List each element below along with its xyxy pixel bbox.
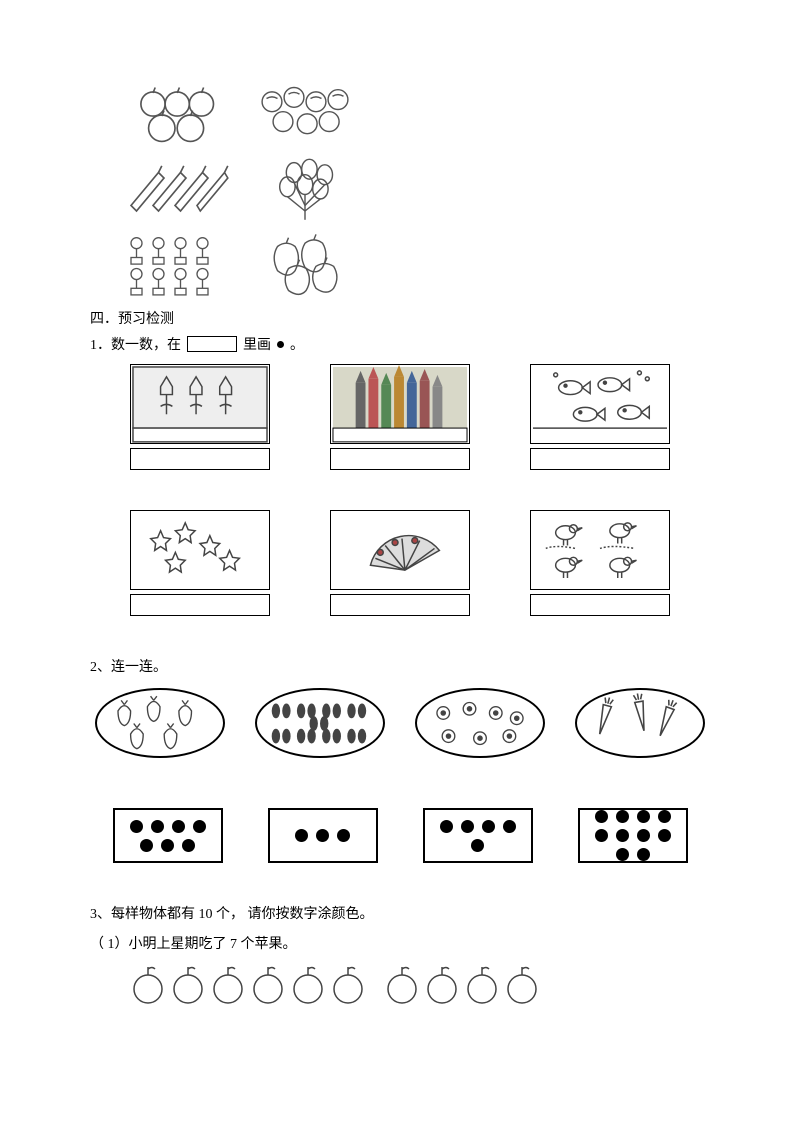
grid-cabbages — [250, 80, 360, 150]
grid-carrots — [120, 154, 230, 224]
tiny-text — [310, 339, 312, 349]
dot-icon — [193, 820, 206, 833]
apple-icon[interactable] — [464, 963, 500, 1005]
q3-sub1: （ 1）小明上星期吃了 7 个苹果。 — [90, 933, 710, 953]
apple-icon[interactable] — [384, 963, 420, 1005]
dot-icon — [503, 820, 516, 833]
grid-apples — [120, 80, 230, 150]
q1-rect[interactable] — [187, 336, 237, 352]
dot-icon — [616, 829, 629, 842]
grid-flowers — [120, 228, 230, 298]
dot-icon — [277, 341, 284, 348]
apple-icon[interactable] — [424, 963, 460, 1005]
q1-suffix: 里画 — [243, 334, 271, 354]
dot-icon — [461, 820, 474, 833]
oval-carrots[interactable] — [575, 688, 705, 758]
q2-ovals-row — [90, 688, 710, 758]
dot-icon — [616, 810, 629, 823]
oval-strawberries[interactable] — [95, 688, 225, 758]
grid-balloons — [250, 154, 360, 224]
dot-box[interactable] — [268, 808, 378, 863]
dot-icon — [471, 839, 484, 852]
q1-pic-fish — [530, 364, 670, 444]
grid-pears — [250, 228, 360, 298]
q1-pic-birds — [530, 510, 670, 590]
apple-icon[interactable] — [504, 963, 540, 1005]
dot-icon — [295, 829, 308, 842]
apple-icon[interactable] — [130, 963, 166, 1005]
dot-icon — [637, 848, 650, 861]
dot-icon — [151, 820, 164, 833]
apple-icon[interactable] — [250, 963, 286, 1005]
oval-footprints[interactable] — [255, 688, 385, 758]
q1-answer-box[interactable] — [330, 594, 470, 616]
q1-pic-pencils — [330, 364, 470, 444]
dot-icon — [316, 829, 329, 842]
dot-icon — [172, 820, 185, 833]
dot-icon — [182, 839, 195, 852]
q1-prefix: 1．数一数，在 — [90, 334, 181, 354]
dot-icon — [482, 820, 495, 833]
q1-cell-stars — [130, 510, 270, 616]
dot-icon — [616, 848, 629, 861]
q1-cell-birds — [530, 510, 670, 616]
dot-icon — [658, 829, 671, 842]
dot-box[interactable] — [423, 808, 533, 863]
q1-pic-tulips — [130, 364, 270, 444]
dot-icon — [140, 839, 153, 852]
q1-cell-fan — [330, 510, 470, 616]
q1-answer-box[interactable] — [330, 448, 470, 470]
oval-flowers[interactable] — [415, 688, 545, 758]
dot-icon — [337, 829, 350, 842]
q1-row1 — [130, 364, 710, 470]
q1-instruction: 1．数一数，在 里画 。 — [90, 334, 710, 354]
q1-answer-box[interactable] — [530, 594, 670, 616]
section4-title: 四．预习检测 — [90, 308, 710, 328]
q3-title: 3、每样物体都有 10 个， 请你按数字涂颜色。 — [90, 903, 710, 923]
q3-apples-row — [130, 963, 710, 1005]
q1-cell-pencils — [330, 364, 470, 470]
q1-tail: 。 — [290, 334, 304, 354]
apple-icon[interactable] — [290, 963, 326, 1005]
q1-row2 — [130, 510, 710, 616]
dot-box[interactable] — [578, 808, 688, 863]
dot-icon — [637, 810, 650, 823]
dot-icon — [658, 810, 671, 823]
q2-dotboxes-row — [90, 808, 710, 863]
dot-icon — [440, 820, 453, 833]
dot-icon — [595, 810, 608, 823]
dot-icon — [637, 829, 650, 842]
q1-answer-box[interactable] — [130, 448, 270, 470]
q1-answer-box[interactable] — [130, 594, 270, 616]
apple-icon[interactable] — [170, 963, 206, 1005]
q1-cell-tulips — [130, 364, 270, 470]
q1-answer-box[interactable] — [530, 448, 670, 470]
dot-icon — [130, 820, 143, 833]
q1-cell-fish — [530, 364, 670, 470]
q1-pic-fan — [330, 510, 470, 590]
q1-pic-stars — [130, 510, 270, 590]
dot-icon — [161, 839, 174, 852]
apple-icon[interactable] — [330, 963, 366, 1005]
q2-title: 2、连一连。 — [90, 656, 710, 676]
apple-icon[interactable] — [210, 963, 246, 1005]
dot-icon — [595, 829, 608, 842]
top-image-grid — [120, 80, 710, 298]
dot-box[interactable] — [113, 808, 223, 863]
